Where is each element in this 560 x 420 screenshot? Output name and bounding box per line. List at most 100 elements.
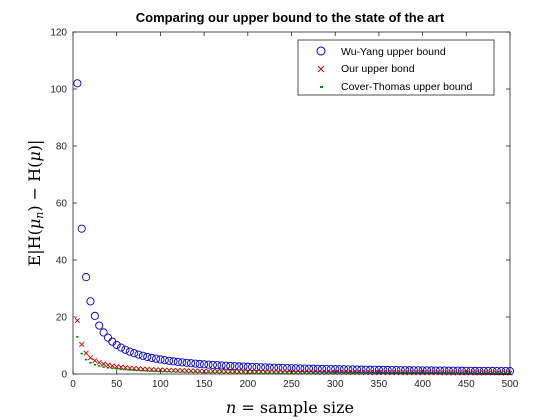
data-point [147,353,156,362]
legend-box [297,39,495,96]
data-point [235,362,244,371]
y-axis-label: E|H(μn) − H(μ)| [25,140,46,267]
data-point [501,367,510,376]
data-point [127,365,133,371]
data-point [470,366,480,375]
data-point [115,368,118,370]
data-point [200,360,209,369]
data-point [456,372,459,375]
data-point [131,365,137,372]
x-tick-label: 350 [371,379,388,390]
data-point [151,354,161,363]
axis-ticks: 0 50 100 150 200 250 300 350 400 450 500 0 20 40 60 80 1… [50,28,518,391]
data-point [351,372,354,374]
data-point [221,361,230,370]
data-point [434,372,437,374]
data-point [198,371,201,373]
data-point [312,372,315,374]
data-point [500,372,503,375]
data-point [364,372,367,374]
data-point [443,372,446,374]
data-point [79,341,85,348]
data-point [125,347,134,356]
data-point [173,357,182,366]
data-point [451,372,455,375]
data-point [169,357,178,366]
data-point [93,363,97,366]
data-point [137,369,140,372]
data-point [95,321,104,330]
data-point [188,368,194,374]
data-point [119,368,123,371]
data-point [386,372,389,374]
data-point [149,366,155,373]
data-point [184,368,190,374]
data-point [191,359,200,368]
data-point [264,371,267,374]
data-point [233,371,236,374]
data-point [425,372,429,374]
data-point [272,371,276,374]
legend-label-cover-thomas: Cover-Thomas upper bound [341,81,472,93]
data-point [92,357,98,364]
data-point [395,372,398,374]
data-point [103,333,113,342]
data-point [320,372,324,374]
data-point [197,368,203,374]
data-point [181,370,184,373]
data-point [475,366,484,375]
data-point [382,372,385,374]
y-tick-label: 120 [50,28,67,39]
data-point [87,355,94,361]
data-point [216,371,219,373]
y-tick-label: 100 [50,85,67,96]
data-point [154,370,158,372]
data-point [403,372,407,374]
data-point [186,359,196,368]
data-point [98,365,101,367]
data-point [106,366,110,369]
data-point [495,372,499,375]
series-0 [73,79,515,376]
data-point [484,366,493,375]
data-point [447,372,451,374]
data-point [165,356,174,365]
chart-title: Comparing our upper bound to the state o… [136,10,445,25]
data-point [213,361,222,370]
data-point [355,372,359,374]
legend-marker-wu-yang [316,46,326,56]
data-point [460,372,464,375]
data-point [268,371,271,374]
data-point [466,366,475,375]
data-point [141,369,145,372]
data-point [182,358,191,367]
data-point [325,372,328,374]
data-point [482,372,485,375]
data-point [217,361,226,370]
data-point [109,363,115,369]
data-point [105,362,111,368]
data-point [430,372,433,374]
data-point [214,368,220,374]
data-point [121,345,130,354]
data-point [256,363,265,372]
data-point [224,371,228,374]
data-point [117,343,126,352]
data-point [269,363,279,372]
y-tick-label: 0 [61,370,67,381]
data-point [261,363,270,372]
data-point [248,362,257,371]
data-point [399,372,402,374]
data-point [172,370,175,373]
data-point [114,363,120,370]
data-point [102,366,105,368]
data-point [76,336,79,338]
data-point [504,372,507,375]
x-tick-label: 0 [70,379,76,390]
data-point [285,371,289,374]
data-point [250,371,254,374]
data-point [82,273,91,282]
data-point [373,372,376,374]
data-point [438,372,442,374]
x-tick-label: 250 [283,379,300,390]
